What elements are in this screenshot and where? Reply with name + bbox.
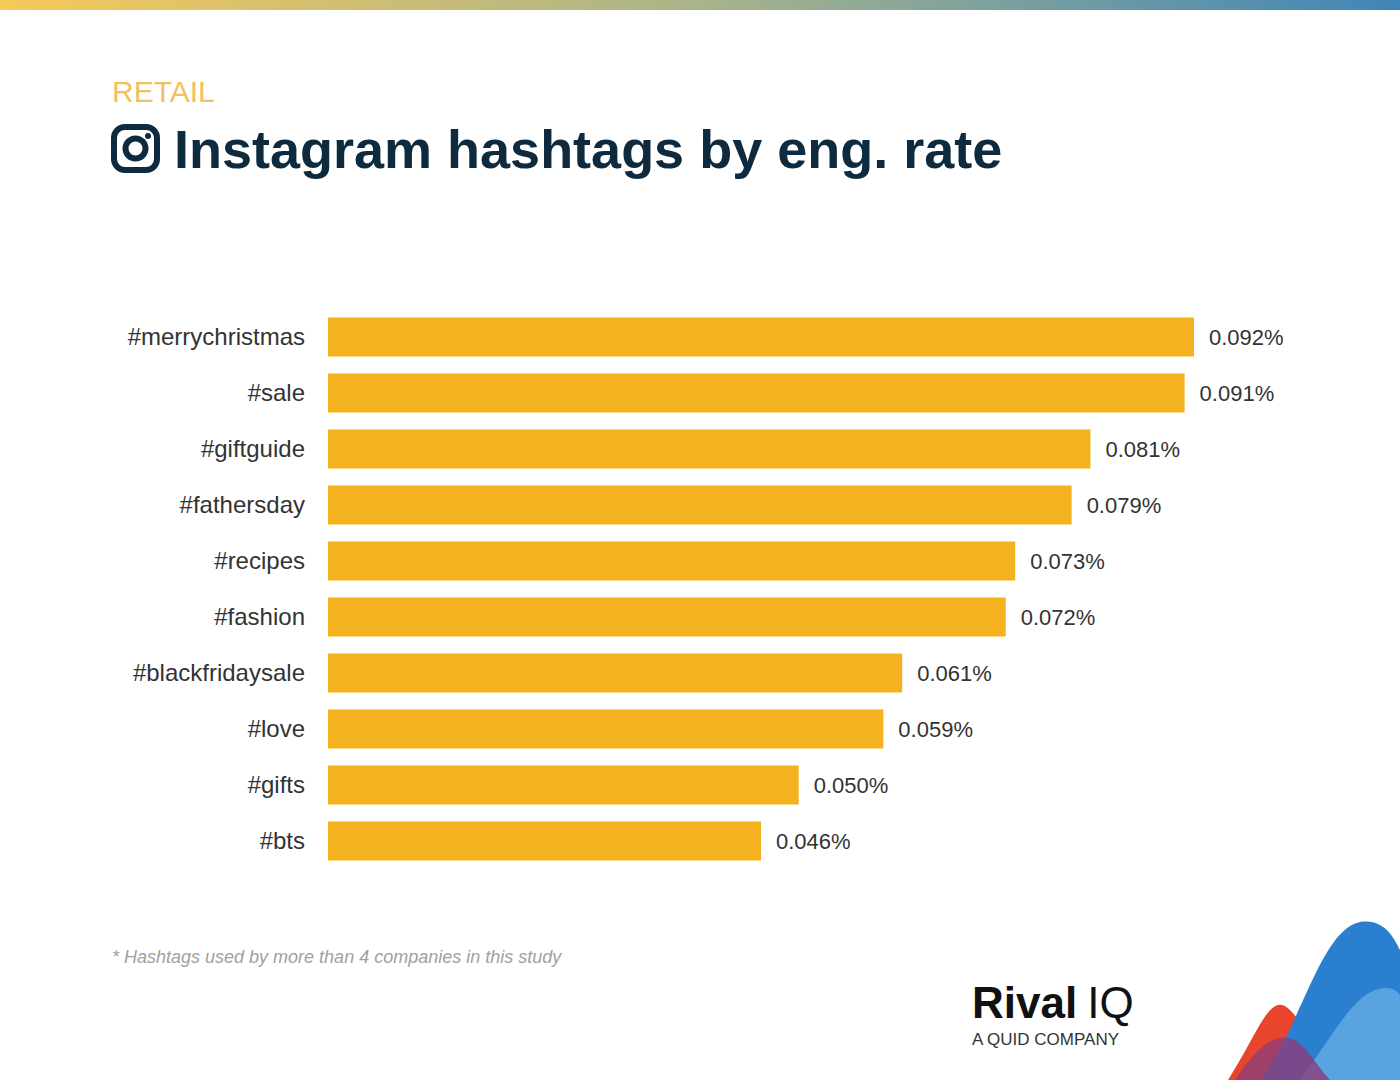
category-label: #bts — [260, 827, 305, 854]
category-label: #love — [248, 715, 305, 742]
bar — [328, 542, 1015, 581]
category-label: #giftguide — [201, 435, 305, 462]
bar — [328, 318, 1194, 357]
chart-svg: RETAIL Instagram hashtags by eng. rate #me… — [0, 0, 1400, 1080]
logo: RivalIQ — [972, 978, 1134, 1027]
data-label: 0.073% — [1030, 549, 1105, 574]
data-label: 0.072% — [1021, 605, 1096, 630]
data-label: 0.091% — [1200, 381, 1275, 406]
category-label: #gifts — [248, 771, 305, 798]
data-label: 0.046% — [776, 829, 851, 854]
bar — [328, 430, 1090, 469]
data-label: 0.061% — [917, 661, 992, 686]
category-label: #fashion — [214, 603, 305, 630]
bar — [328, 598, 1006, 637]
bar — [328, 486, 1072, 525]
category-label: #fathersday — [180, 491, 305, 518]
bar — [328, 374, 1185, 413]
bar — [328, 766, 799, 805]
footnote: * Hashtags used by more than 4 companies… — [112, 947, 562, 967]
bar — [328, 654, 902, 693]
title: Instagram hashtags by eng. rate — [174, 119, 1002, 179]
bar — [328, 822, 761, 861]
category-label: #merrychristmas — [128, 323, 305, 350]
decor-waves — [1228, 922, 1400, 1080]
logo-tagline: A QUID COMPANY — [972, 1030, 1119, 1049]
chart-root: RETAIL Instagram hashtags by eng. rate #me… — [0, 0, 1400, 1080]
category-label: #recipes — [214, 547, 305, 574]
top-strip — [0, 0, 1400, 10]
data-label: 0.079% — [1087, 493, 1162, 518]
subtitle: RETAIL — [112, 75, 215, 108]
data-label: 0.081% — [1105, 437, 1180, 462]
data-label: 0.092% — [1209, 325, 1284, 350]
instagram-icon — [114, 127, 157, 170]
logo-word: IQ — [1087, 978, 1133, 1027]
bar — [328, 710, 883, 749]
data-label: 0.050% — [814, 773, 889, 798]
labels: #merrychristmas 0.092% #sale 0.091% #giftgui… — [128, 323, 1284, 854]
category-label: #sale — [248, 379, 305, 406]
data-label: 0.059% — [898, 717, 973, 742]
category-label: #blackfridaysale — [133, 659, 305, 686]
logo-word: Rival — [972, 978, 1077, 1027]
bars — [328, 318, 1194, 861]
